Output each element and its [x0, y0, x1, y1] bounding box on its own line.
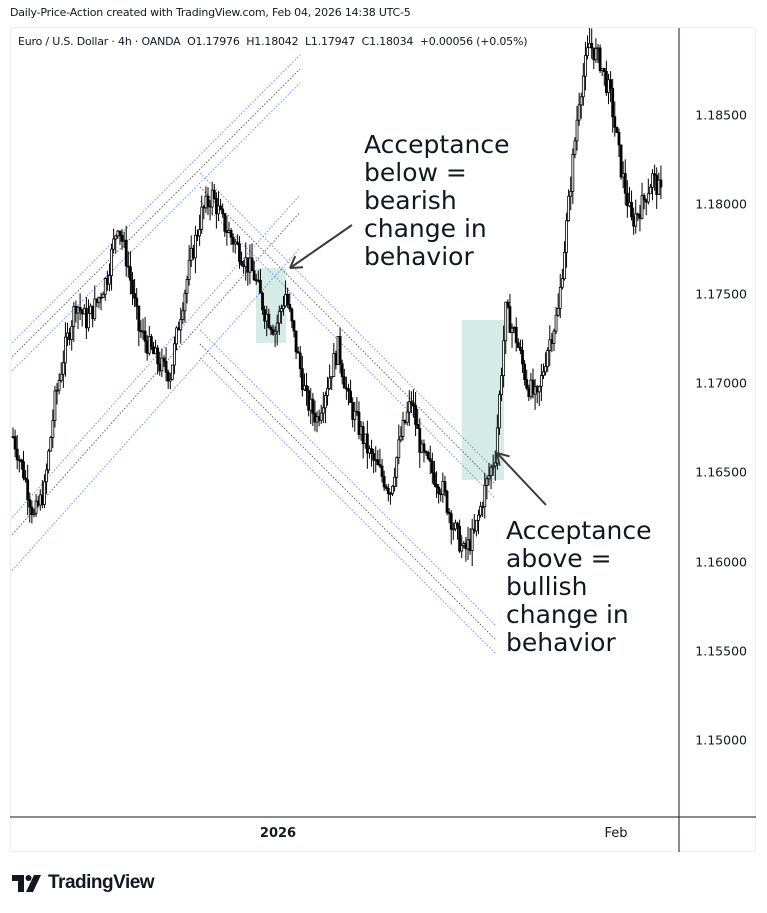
chart-credit: Daily-Price-Action created with TradingV… [10, 6, 411, 19]
price-tick-label: 1.16500 [695, 464, 747, 480]
symbol-legend[interactable]: Euro / U.S. Dollar · 4h · OANDA O1.17976… [18, 35, 528, 48]
rising-channel-lower[interactable] [10, 194, 301, 573]
price-tick-label: 1.17000 [695, 375, 747, 391]
tradingview-logo-icon [12, 874, 41, 892]
bullish-arrow [496, 452, 547, 506]
falling-channel-lower[interactable] [199, 329, 496, 654]
chart-frame [10, 27, 756, 852]
tradingview-logo-text: TradingView [48, 872, 155, 893]
price-tick-label: 1.16000 [695, 554, 747, 569]
bearish-arrow [289, 224, 353, 269]
bullish-annotation: Acceptance above = bullish change in beh… [506, 516, 652, 657]
time-label-feb: Feb [604, 826, 628, 841]
price-tick-label: 1.18000 [695, 196, 747, 212]
time-label-2026: 2026 [259, 826, 297, 841]
price-tick-label: 1.18500 [695, 107, 747, 123]
plot-area [10, 28, 663, 654]
rising-channel-upper[interactable] [10, 54, 301, 373]
candlesticks [11, 28, 663, 567]
falling-channel-upper[interactable] [199, 172, 496, 499]
tradingview-logo[interactable]: TradingView [12, 872, 155, 894]
price-tick-label: 1.15000 [695, 732, 747, 748]
price-tick-label: 1.17500 [695, 286, 747, 302]
bearish-annotation: Acceptance below = bearish change in beh… [364, 130, 510, 271]
price-tick-label: 1.15500 [695, 643, 747, 659]
